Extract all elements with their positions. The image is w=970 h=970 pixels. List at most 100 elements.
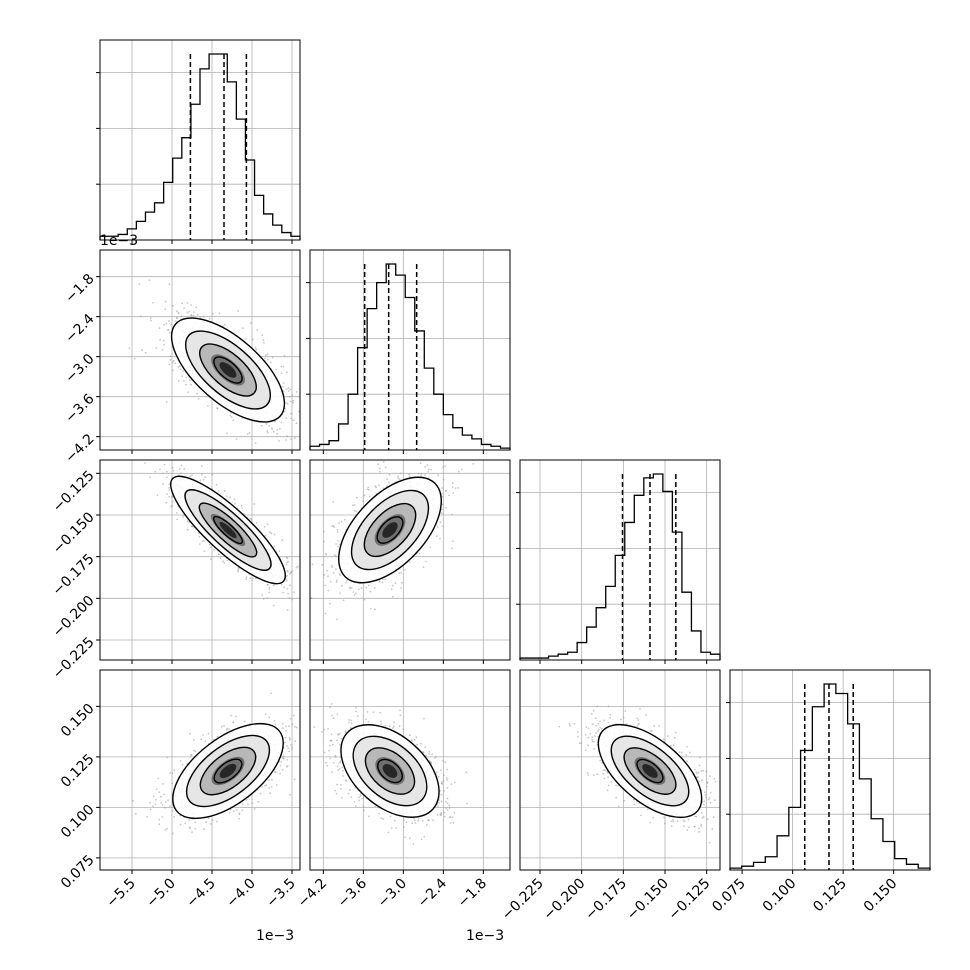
sample-point — [353, 504, 356, 506]
sample-point — [165, 501, 168, 504]
sample-point — [266, 358, 269, 361]
sample-point — [283, 354, 286, 357]
sample-point — [435, 535, 438, 537]
sample-point — [165, 401, 168, 403]
sample-point — [335, 543, 338, 545]
sample-point — [391, 584, 394, 587]
sample-point — [181, 375, 184, 378]
sample-point — [149, 808, 152, 811]
sample-point — [349, 587, 351, 590]
sample-point — [164, 828, 167, 831]
sample-point — [237, 570, 240, 573]
scatter-panel-2-0: −0.225−0.200−0.175−0.150−0.125 — [50, 459, 301, 682]
sample-point — [270, 427, 273, 429]
sample-point — [171, 369, 174, 372]
sample-point — [374, 485, 376, 488]
sample-point — [280, 372, 283, 375]
sample-point — [365, 586, 367, 589]
sample-point — [323, 573, 326, 576]
sample-point — [189, 379, 191, 382]
sample-point — [285, 725, 287, 728]
y-tick-label: −3.0 — [62, 351, 97, 386]
sample-point — [162, 483, 165, 485]
sample-point — [290, 417, 292, 420]
sample-point — [324, 612, 327, 615]
sample-point — [397, 477, 400, 480]
sample-point — [202, 315, 205, 318]
sample-point — [205, 821, 208, 824]
sample-point — [168, 320, 171, 322]
sample-point — [245, 578, 248, 581]
sample-point — [353, 509, 356, 512]
sample-point — [323, 540, 325, 543]
histogram-step-1 — [309, 263, 511, 450]
sample-point — [261, 594, 264, 597]
scatter-panel-1-0: −4.2−3.6−3.0−2.4−1.8 — [62, 249, 301, 466]
sample-point — [342, 599, 345, 602]
sample-point — [179, 368, 182, 371]
sample-point — [450, 513, 453, 516]
sample-point — [362, 500, 365, 502]
sample-point — [211, 312, 214, 315]
sample-point — [282, 365, 285, 368]
sample-point — [374, 608, 376, 611]
sample-point — [341, 584, 343, 587]
sample-point — [397, 475, 399, 478]
sample-point — [363, 494, 366, 497]
sample-point — [273, 545, 276, 548]
sample-point — [384, 466, 387, 469]
sample-point — [442, 478, 445, 481]
sample-point — [167, 329, 169, 331]
sample-point — [169, 805, 171, 807]
sample-point — [287, 387, 290, 389]
panel-frame — [99, 459, 301, 661]
sample-point — [264, 354, 267, 357]
sample-point — [181, 516, 184, 518]
sample-point — [161, 804, 164, 806]
sample-point — [324, 584, 326, 587]
sample-point — [235, 809, 238, 811]
sample-point — [148, 279, 151, 281]
sample-point — [249, 577, 252, 580]
sample-point — [243, 720, 246, 723]
sample-point — [230, 416, 233, 418]
panel-frame — [309, 249, 511, 451]
sample-point — [223, 725, 226, 727]
sample-point — [244, 338, 247, 341]
sample-point — [168, 496, 171, 498]
sample-point — [291, 746, 293, 748]
sample-point — [287, 747, 290, 750]
sample-point — [285, 417, 287, 419]
sample-point — [292, 399, 294, 402]
sample-point — [156, 494, 159, 496]
sample-point — [281, 385, 284, 388]
sample-point — [452, 540, 454, 542]
sample-point — [409, 475, 411, 478]
sample-point — [379, 467, 381, 470]
sample-point — [263, 526, 266, 528]
sample-point — [188, 310, 191, 313]
sample-point — [369, 607, 372, 610]
sample-point — [211, 473, 214, 476]
sample-point — [237, 310, 240, 312]
sample-point — [270, 532, 273, 535]
sample-point — [266, 523, 269, 525]
sample-point — [288, 597, 291, 599]
sample-point — [198, 535, 201, 538]
sample-point — [191, 831, 193, 833]
sample-point — [273, 719, 276, 722]
sample-point — [218, 553, 220, 556]
sample-point — [162, 472, 165, 475]
sample-point — [213, 549, 215, 551]
sample-point — [337, 540, 339, 542]
sample-point — [223, 490, 226, 492]
sample-point — [268, 591, 271, 594]
sample-point — [186, 528, 189, 531]
density-contour-2 — [199, 343, 257, 397]
sample-point — [271, 428, 274, 431]
sample-point — [261, 424, 263, 427]
sample-point — [144, 462, 146, 464]
sample-point — [159, 468, 161, 471]
sample-point — [262, 597, 265, 600]
